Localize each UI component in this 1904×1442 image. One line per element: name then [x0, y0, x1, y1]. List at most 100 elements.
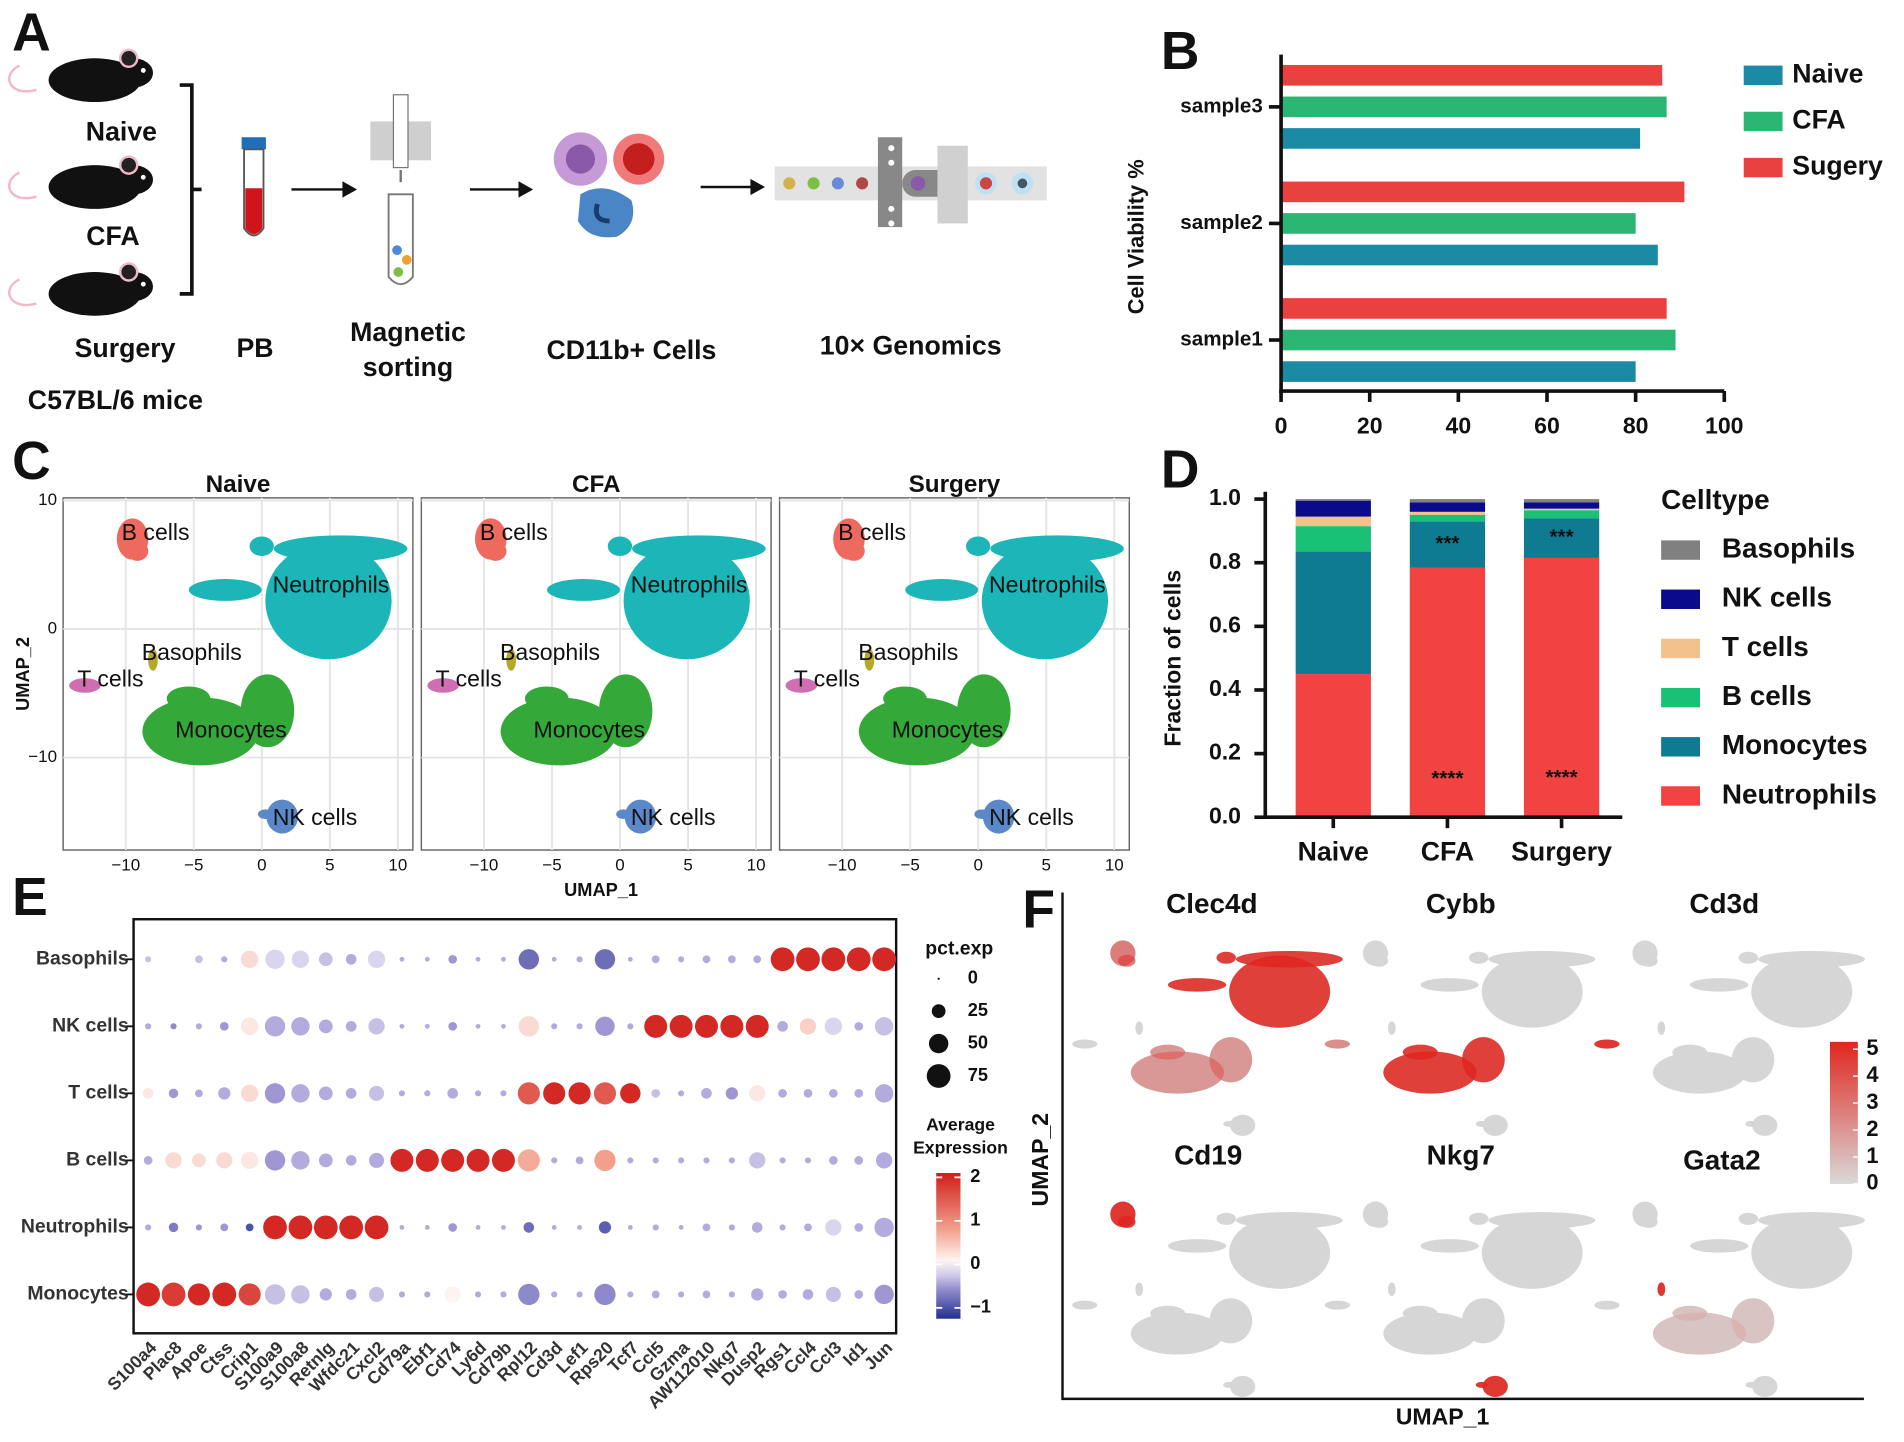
cluster-blob [1383, 1051, 1477, 1094]
cluster-blob [1640, 955, 1657, 967]
cluster-label: NK cells [631, 804, 716, 830]
dot [854, 1156, 864, 1165]
cluster-blob [1758, 950, 1865, 968]
dot [594, 1283, 616, 1306]
cluster-label: Monocytes [175, 717, 287, 743]
dot [240, 1017, 259, 1036]
dot [399, 1023, 405, 1029]
cluster-blob [1223, 1121, 1235, 1127]
dot [678, 1225, 684, 1230]
cluster-blob [1640, 1216, 1657, 1228]
dot [263, 1215, 287, 1240]
dot [523, 1222, 535, 1233]
legend-label: Sugery [1792, 151, 1883, 181]
cluster [1420, 1212, 1596, 1289]
dot [568, 1082, 591, 1105]
feature-plot [1594, 1201, 1865, 1397]
dot [444, 1286, 461, 1303]
dot [725, 1087, 738, 1100]
dot [651, 1290, 660, 1299]
cluster-blob [1469, 1213, 1488, 1225]
dot [796, 947, 820, 972]
cluster [1690, 950, 1865, 1028]
cluster [1167, 950, 1343, 1028]
dot [424, 1023, 430, 1029]
x-tick-label: 0 [974, 855, 983, 874]
feature-frame [1061, 892, 1864, 1401]
cluster-blob [1652, 1312, 1747, 1355]
cluster-blob [1462, 1298, 1505, 1344]
feature-plot [1324, 940, 1596, 1136]
cluster-blob [883, 686, 927, 711]
dot [501, 1225, 506, 1230]
cluster [1388, 1021, 1396, 1035]
x-tick-label: Naive [1298, 837, 1369, 867]
feature-title: Nkg7 [1427, 1140, 1495, 1171]
cluster [1324, 1300, 1350, 1310]
dot [318, 1086, 333, 1101]
cluster [858, 674, 1011, 766]
cluster-blob [506, 648, 517, 671]
cluster-blob [1745, 1121, 1757, 1127]
dot [240, 1084, 259, 1103]
cluster-blob [1652, 1051, 1747, 1094]
row-label: NK cells [52, 1014, 129, 1036]
panel-label: B [1161, 22, 1200, 81]
cluster-blob [1135, 1282, 1143, 1296]
x-tick-label: 80 [1623, 413, 1649, 439]
dot [803, 1089, 813, 1098]
cluster-label: Basophils [858, 639, 958, 665]
dot [216, 1152, 233, 1169]
dot [594, 1149, 616, 1172]
cluster-blob [981, 542, 1109, 660]
cluster-blob [858, 697, 976, 766]
mouse-label: CFA [86, 221, 139, 251]
dot [187, 1283, 210, 1306]
bar-segment [1295, 500, 1371, 517]
cluster-label: Monocytes [892, 717, 1004, 743]
feature-plot [1324, 1201, 1596, 1397]
x-axis-label: UMAP_1 [1396, 1403, 1490, 1429]
dot [854, 1089, 864, 1098]
dot [466, 1148, 490, 1172]
dot [145, 956, 152, 963]
dot [652, 1157, 659, 1164]
cluster-blob [1072, 1301, 1097, 1310]
cluster-label: Neutrophils [989, 571, 1106, 597]
dot [369, 1152, 385, 1168]
dot [825, 1219, 842, 1236]
dot [551, 956, 557, 962]
panel-title: Naive [206, 471, 271, 498]
cluster [864, 648, 875, 671]
cluster-blob [1229, 955, 1331, 1028]
dot [598, 1221, 612, 1234]
cluster-blob [1420, 978, 1478, 992]
feature-title: Gata2 [1683, 1144, 1761, 1175]
cluster-blob [1657, 1021, 1665, 1035]
cluster [500, 674, 653, 766]
step-label: 10× Genomics [820, 330, 1002, 360]
y-tick-label: 10 [38, 490, 57, 509]
x-tick-label: −10 [470, 855, 499, 874]
cluster [1420, 950, 1596, 1028]
dot [644, 1014, 668, 1038]
cluster-blob [1072, 1300, 1098, 1310]
feature-plot [1072, 1201, 1343, 1397]
bar-segment [1523, 557, 1600, 818]
dot [345, 1155, 357, 1166]
panel-label: E [12, 868, 48, 927]
cluster-blob [1640, 1215, 1658, 1228]
cluster-blob [1475, 1381, 1488, 1388]
cluster-blob [1672, 1305, 1708, 1321]
dot [192, 1153, 206, 1168]
cluster [785, 678, 818, 693]
cluster-blob [1469, 1212, 1489, 1225]
cluster-blob [1594, 1301, 1619, 1310]
dot [345, 1088, 357, 1099]
cluster-blob [1420, 978, 1479, 992]
dot [143, 1156, 153, 1165]
cluster-blob [607, 536, 633, 556]
cluster-blob [524, 686, 569, 711]
cluster-label: T cells [77, 666, 143, 692]
dot [627, 1291, 634, 1298]
